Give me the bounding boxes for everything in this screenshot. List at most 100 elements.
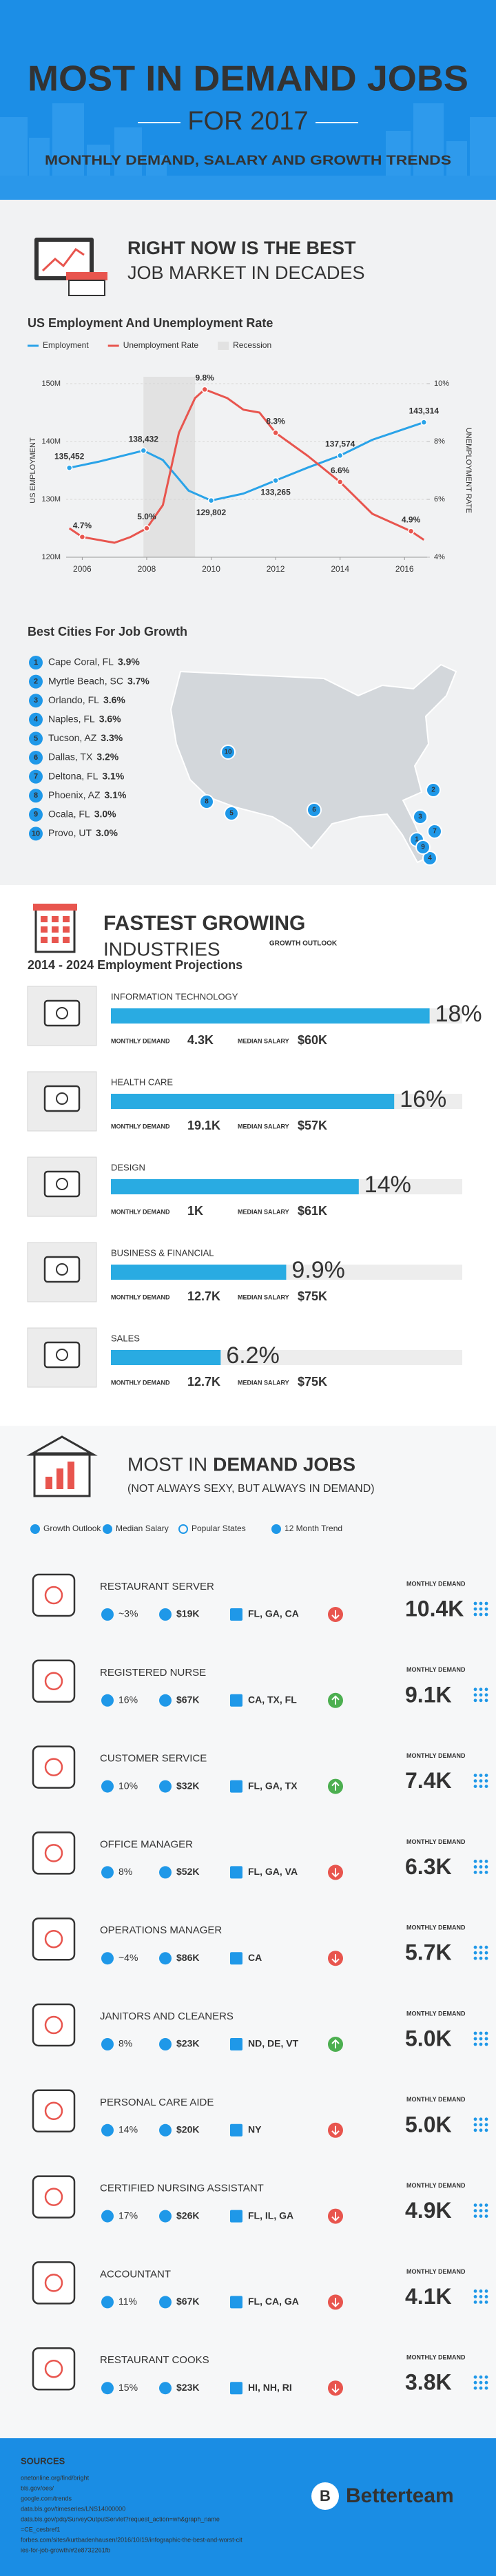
deco-dot — [473, 1687, 477, 1692]
deco-dot — [479, 2209, 483, 2213]
map-marker-number: 6 — [312, 807, 316, 814]
deco-dot — [473, 1865, 477, 1869]
demand-label: MONTHLY DEMAND — [111, 1208, 170, 1215]
salary-value: $60K — [298, 1033, 327, 1047]
states-icon — [230, 2382, 242, 2395]
icon-bar — [45, 1477, 52, 1489]
job-growth: 11% — [118, 2296, 137, 2307]
growth-bar — [111, 1350, 221, 1365]
section-heading: DEMAND JOBS — [213, 1453, 355, 1475]
trend-arrow — [331, 2298, 340, 2307]
job-growth: ~3% — [118, 1608, 138, 1619]
growth-icon — [101, 2296, 114, 2309]
growth-bar — [111, 1179, 359, 1194]
deco-dot — [473, 1871, 477, 1874]
data-point — [272, 477, 279, 484]
job-name: ACCOUNTANT — [100, 2268, 171, 2280]
rank-badge — [29, 827, 43, 841]
legend-icon — [30, 1524, 40, 1534]
industry-name: SALES — [111, 1333, 140, 1343]
salary-icon — [159, 1952, 172, 1965]
deco-dot — [473, 2295, 477, 2298]
deco-dot — [484, 1607, 488, 1611]
job-icon-accent — [44, 2359, 63, 2378]
source-line: google.com/trends — [21, 2495, 72, 2502]
states-icon — [230, 1694, 242, 1707]
deco-dot — [479, 2042, 483, 2046]
industry-icon — [43, 1170, 81, 1198]
rank-badge — [29, 769, 43, 784]
deco-dot — [479, 1774, 483, 1778]
job-states: FL, IL, GA — [248, 2210, 293, 2221]
salary-icon — [159, 1780, 172, 1793]
states-icon — [230, 2296, 242, 2309]
deco-dot — [473, 2375, 477, 2379]
city-growth: 3.1% — [105, 789, 127, 800]
job-icon — [32, 1831, 76, 1875]
data-label: 4.9% — [402, 515, 421, 524]
section-heading: FASTEST GROWING — [103, 912, 305, 935]
city-growth: 3.6% — [99, 714, 121, 725]
data-label: 135,452 — [54, 451, 85, 461]
rank-number: 5 — [34, 734, 38, 742]
deco-dot — [484, 1956, 488, 1960]
industry-name: INFORMATION TECHNOLOGY — [111, 991, 238, 1001]
growth-icon — [101, 1694, 114, 1707]
city-name: Myrtle Beach, SC — [48, 675, 123, 686]
city-growth: 3.0% — [96, 827, 118, 838]
deco-dot — [484, 2042, 488, 2046]
trend-arrow — [331, 1781, 340, 1791]
job-icon-accent — [44, 2274, 63, 2292]
deco-dot — [473, 1612, 477, 1617]
growth-icon — [101, 1608, 114, 1621]
city-growth: 3.0% — [94, 809, 116, 820]
job-demand: 6.3K — [405, 1854, 452, 1879]
data-label: 143,314 — [409, 406, 440, 415]
salary-icon — [159, 2038, 172, 2050]
x-tick-label: 2008 — [138, 564, 156, 574]
job-icon-accent — [44, 1758, 63, 1776]
job-icon — [32, 2089, 76, 2133]
legend-label: Unemployment Rate — [123, 340, 199, 350]
job-salary: $23K — [176, 2382, 199, 2393]
demand-label: MONTHLY DEMAND — [111, 1037, 170, 1044]
city-growth: 3.6% — [103, 694, 125, 705]
job-demand: 3.8K — [405, 2370, 452, 2395]
city-name: Orlando, FL — [48, 694, 99, 705]
job-states: ND, DE, VT — [248, 2038, 299, 2049]
salary-label: MEDIAN SALARY — [238, 1037, 289, 1044]
rank-number: 2 — [34, 678, 38, 686]
job-salary: $20K — [176, 2124, 199, 2135]
demand-value: 12.7K — [187, 1375, 220, 1389]
city-growth: 3.3% — [101, 732, 123, 743]
job-icon — [32, 1573, 76, 1617]
demand-label: MONTHLY DEMAND — [406, 2182, 466, 2189]
growth-icon — [101, 1780, 114, 1793]
job-growth: 15% — [118, 2382, 138, 2393]
deco-dot — [479, 1951, 483, 1955]
map-marker-number: 10 — [224, 749, 232, 756]
job-demand: 5.0K — [405, 2112, 452, 2137]
icon-window — [63, 926, 70, 933]
salary-icon — [159, 2123, 172, 2137]
map-marker-number: 1 — [415, 836, 419, 844]
icon-stand — [68, 280, 105, 296]
job-states: NY — [248, 2124, 262, 2135]
job-icon — [32, 1745, 76, 1789]
city-name: Naples, FL — [48, 714, 95, 725]
job-demand: 5.7K — [405, 1940, 452, 1965]
deco-dot — [484, 1693, 488, 1697]
city-growth: 3.9% — [118, 656, 140, 667]
rank-badge — [29, 751, 43, 765]
icon-board — [39, 242, 90, 276]
deco-dot — [473, 2214, 477, 2219]
logo-letter: B — [320, 2487, 331, 2504]
trend-arrow — [331, 2126, 340, 2136]
deco-dot — [484, 1779, 488, 1783]
deco-dot — [473, 2123, 477, 2127]
deco-dot — [473, 1785, 477, 1789]
source-line: forbes.com/sites/kurtbadenhausen/2016/10… — [21, 2536, 242, 2543]
industry-icon-dot — [56, 1178, 68, 1190]
trend-arrow — [331, 1868, 340, 1878]
map-marker — [307, 802, 322, 818]
